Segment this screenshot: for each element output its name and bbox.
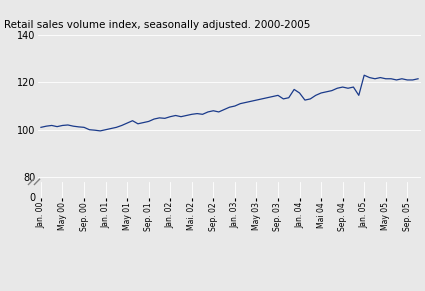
Text: Retail sales volume index, seasonally adjusted. 2000-2005: Retail sales volume index, seasonally ad… [4, 20, 311, 30]
